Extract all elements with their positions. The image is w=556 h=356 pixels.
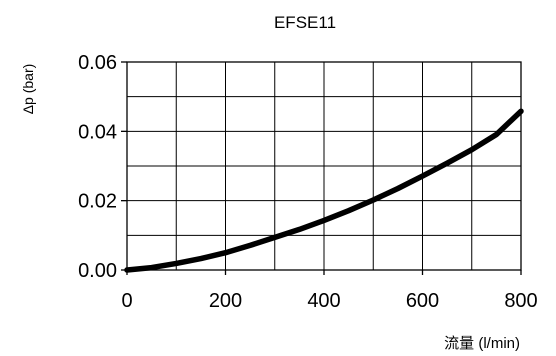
tick-labels: 0.00 0.02 0.04 0.06 0 200 400 600 800 — [78, 52, 538, 312]
y-tick-label: 0.04 — [78, 121, 117, 143]
grid — [126, 61, 522, 271]
y-tick-label: 0.00 — [78, 260, 117, 282]
x-tick-label: 800 — [504, 290, 537, 312]
plot-area — [124, 108, 524, 273]
x-tick-label: 0 — [121, 290, 132, 312]
y-tick-label: 0.06 — [78, 52, 117, 74]
x-tick-label: 400 — [307, 290, 340, 312]
series-line — [124, 108, 524, 273]
y-axis-label: Δp (bar) — [20, 64, 36, 115]
y-tick-label: 0.02 — [78, 191, 117, 213]
x-axis-label: 流量 (l/min) — [444, 335, 520, 352]
x-tick-label: 200 — [209, 290, 242, 312]
x-tick-label: 600 — [406, 290, 439, 312]
chart-title: EFSE11 — [274, 13, 336, 32]
